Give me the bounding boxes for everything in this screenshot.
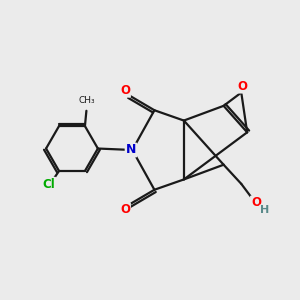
Text: CH₃: CH₃ xyxy=(78,96,95,105)
Text: N: N xyxy=(126,143,136,157)
Text: O: O xyxy=(251,196,261,209)
Text: H: H xyxy=(260,206,269,215)
Text: O: O xyxy=(120,203,130,216)
Text: O: O xyxy=(120,84,130,97)
Text: Cl: Cl xyxy=(42,178,55,191)
Text: O: O xyxy=(238,80,248,93)
